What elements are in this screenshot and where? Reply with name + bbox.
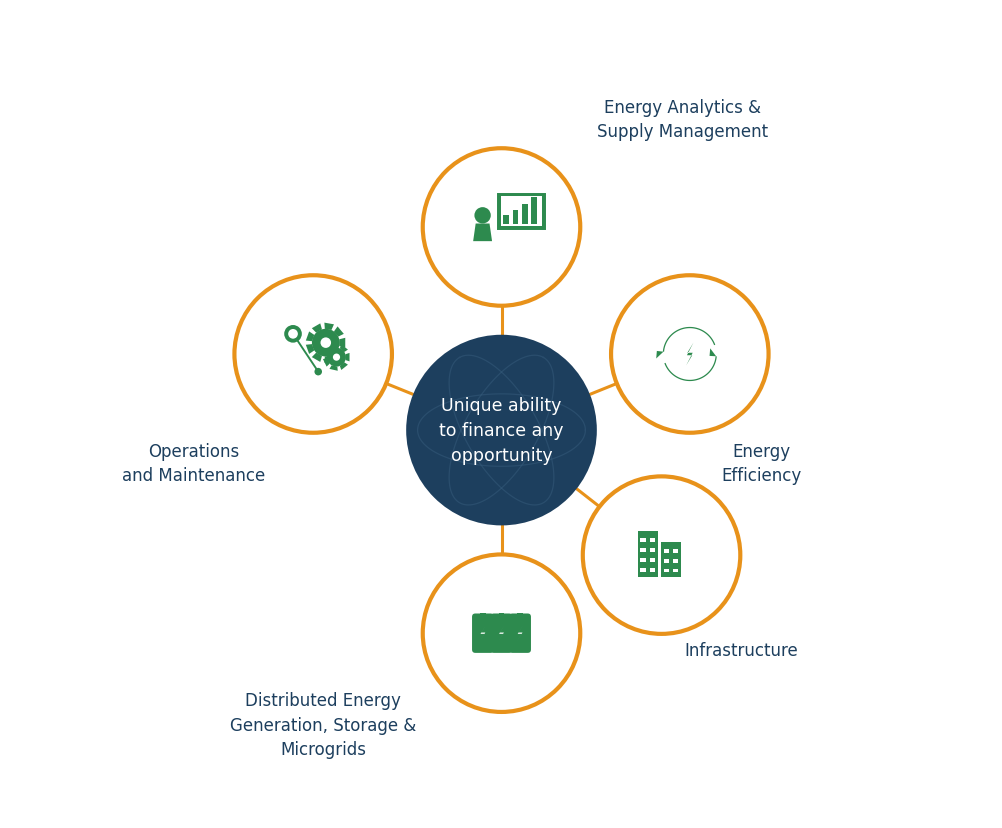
- Polygon shape: [340, 363, 348, 370]
- FancyBboxPatch shape: [490, 614, 512, 653]
- Circle shape: [284, 325, 302, 344]
- FancyBboxPatch shape: [640, 548, 645, 552]
- FancyBboxPatch shape: [663, 559, 668, 563]
- FancyBboxPatch shape: [509, 614, 530, 653]
- Circle shape: [406, 335, 596, 526]
- Polygon shape: [323, 359, 330, 367]
- FancyBboxPatch shape: [672, 559, 677, 563]
- FancyBboxPatch shape: [503, 216, 509, 225]
- Circle shape: [321, 338, 331, 349]
- FancyBboxPatch shape: [649, 548, 654, 552]
- Polygon shape: [329, 366, 338, 371]
- Circle shape: [327, 349, 346, 367]
- Polygon shape: [340, 345, 348, 353]
- FancyBboxPatch shape: [500, 197, 541, 226]
- FancyBboxPatch shape: [498, 614, 504, 617]
- Polygon shape: [498, 625, 504, 642]
- FancyBboxPatch shape: [512, 210, 518, 225]
- FancyBboxPatch shape: [663, 550, 668, 553]
- Polygon shape: [329, 344, 338, 349]
- Text: Distributed Energy
Generation, Storage &
Microgrids: Distributed Energy Generation, Storage &…: [229, 691, 416, 758]
- Polygon shape: [339, 339, 345, 348]
- Circle shape: [676, 342, 701, 367]
- FancyBboxPatch shape: [649, 568, 654, 572]
- FancyBboxPatch shape: [637, 532, 657, 577]
- Text: Energy
Efficiency: Energy Efficiency: [720, 442, 801, 485]
- FancyBboxPatch shape: [649, 558, 654, 562]
- FancyBboxPatch shape: [640, 538, 645, 542]
- FancyBboxPatch shape: [472, 614, 493, 653]
- FancyBboxPatch shape: [663, 569, 668, 573]
- Circle shape: [474, 208, 490, 224]
- Polygon shape: [306, 332, 314, 342]
- Polygon shape: [685, 343, 692, 366]
- Circle shape: [288, 330, 298, 339]
- Circle shape: [234, 276, 392, 433]
- FancyBboxPatch shape: [531, 198, 536, 225]
- Circle shape: [422, 555, 580, 712]
- Text: Unique ability
to finance any
opportunity: Unique ability to finance any opportunit…: [439, 397, 563, 465]
- FancyBboxPatch shape: [672, 550, 677, 553]
- Text: Operations
and Maintenance: Operations and Maintenance: [122, 442, 265, 485]
- FancyBboxPatch shape: [649, 538, 654, 542]
- FancyBboxPatch shape: [498, 195, 543, 229]
- Polygon shape: [323, 349, 330, 356]
- Circle shape: [582, 477, 739, 634]
- Polygon shape: [312, 354, 322, 363]
- FancyBboxPatch shape: [521, 205, 527, 225]
- Polygon shape: [516, 625, 523, 642]
- Polygon shape: [312, 324, 322, 334]
- Polygon shape: [306, 344, 314, 354]
- FancyBboxPatch shape: [517, 614, 522, 617]
- Polygon shape: [479, 625, 486, 642]
- Circle shape: [312, 330, 340, 357]
- Polygon shape: [473, 224, 492, 242]
- FancyBboxPatch shape: [640, 568, 645, 572]
- FancyBboxPatch shape: [672, 569, 677, 573]
- Polygon shape: [708, 349, 715, 357]
- Polygon shape: [334, 327, 344, 337]
- FancyBboxPatch shape: [480, 614, 485, 617]
- Polygon shape: [345, 354, 349, 362]
- Circle shape: [315, 368, 322, 376]
- Polygon shape: [334, 349, 344, 359]
- FancyBboxPatch shape: [500, 196, 541, 227]
- Polygon shape: [655, 352, 662, 359]
- Circle shape: [422, 149, 580, 306]
- Text: Infrastructure: Infrastructure: [683, 641, 797, 659]
- FancyBboxPatch shape: [660, 542, 680, 577]
- Text: Energy Analytics &
Supply Management: Energy Analytics & Supply Management: [596, 99, 768, 142]
- Polygon shape: [324, 356, 334, 363]
- FancyBboxPatch shape: [498, 195, 543, 229]
- Circle shape: [610, 276, 768, 433]
- Circle shape: [333, 354, 340, 361]
- Polygon shape: [324, 323, 334, 330]
- FancyBboxPatch shape: [640, 558, 645, 562]
